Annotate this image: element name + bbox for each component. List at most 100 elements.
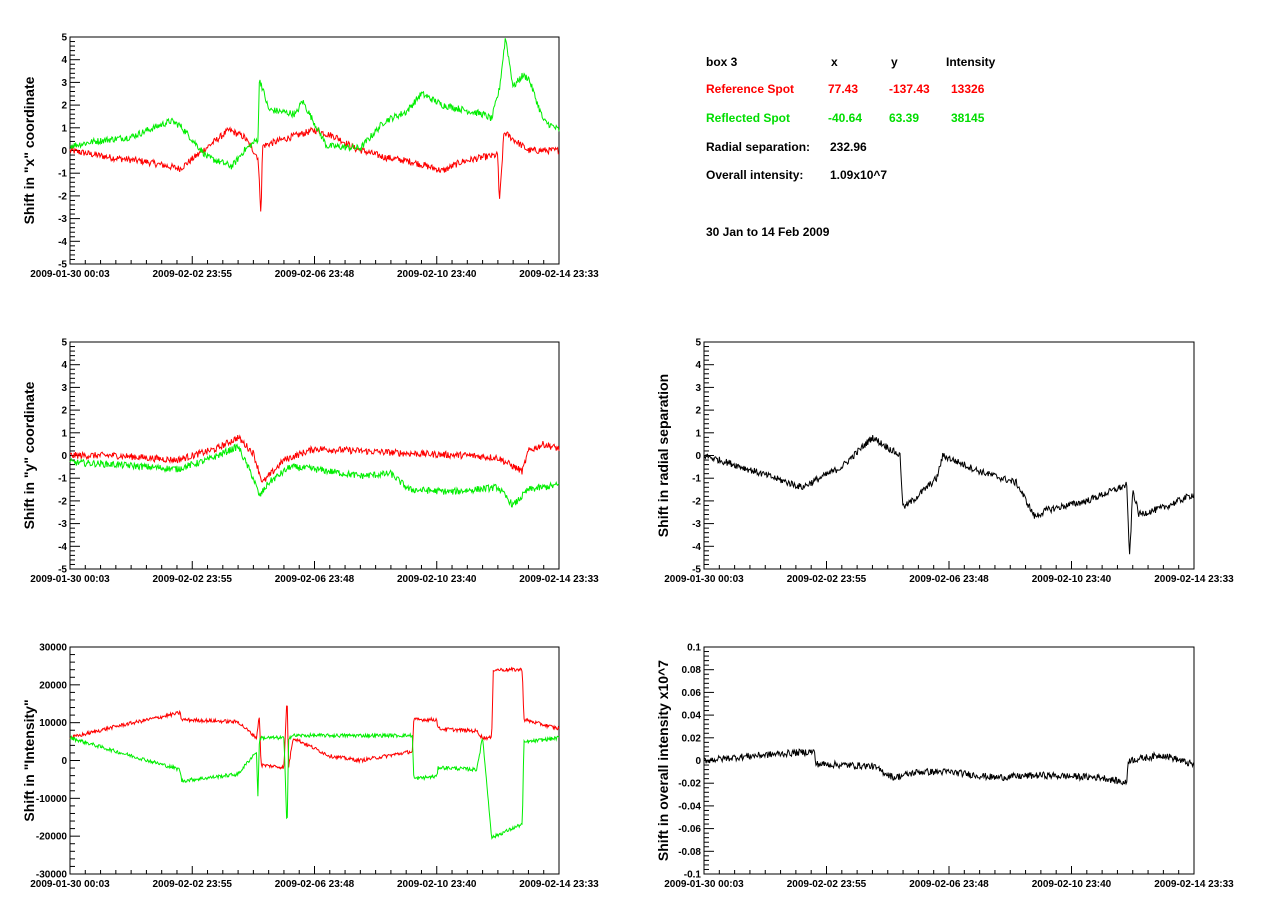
y-axis-label: Shift in "Intensity" [21, 699, 37, 821]
series-line-series-0 [703, 748, 1195, 786]
info-col-x: x [831, 55, 838, 69]
info-col-intensity: Intensity [946, 55, 996, 69]
y-tick-label: 20000 [39, 680, 67, 691]
info-refl-intensity: 38145 [951, 111, 985, 125]
y-tick-label: 0.08 [682, 665, 702, 676]
info-box-label: box 3 [706, 55, 738, 69]
y-tick-label: 0 [61, 756, 67, 767]
series-line-reflected-spot [69, 38, 560, 170]
info-col-y: y [891, 55, 898, 69]
y-tick-label: 0.02 [682, 733, 702, 744]
y-tick-label: -1 [692, 474, 701, 485]
y-tick-label: -1 [58, 169, 67, 180]
y-tick-label: -0.06 [678, 824, 701, 835]
y-tick-label: -0.04 [678, 801, 701, 812]
series-line-reflected-spot [69, 443, 560, 508]
x-tick-label: 2009-02-02 23:55 [152, 574, 232, 585]
y-tick-label: -4 [58, 542, 67, 553]
y-tick-label: -3 [58, 519, 67, 530]
y-tick-label: 4 [61, 55, 67, 66]
x-tick-label: 2009-02-10 23:40 [397, 269, 477, 280]
y-tick-label: -5 [58, 565, 67, 576]
y-tick-label: 2 [695, 406, 701, 417]
info-overall-value: 1.09x10^7 [830, 168, 888, 182]
y-tick-label: 0.1 [687, 643, 701, 654]
info-radial-value: 232.96 [830, 140, 867, 154]
y-tick-label: 0 [695, 451, 701, 462]
info-date-range: 30 Jan to 14 Feb 2009 [706, 225, 830, 239]
plot-frame [69, 341, 560, 570]
info-refl-x: -40.64 [828, 111, 863, 125]
x-tick-label: 2009-02-06 23:48 [275, 574, 355, 585]
series-line-series-0 [703, 435, 1195, 555]
y-tick-label: 5 [61, 33, 67, 44]
y-axis-label: Shift in radial separation [655, 374, 671, 537]
info-radial-label: Radial separation: [706, 140, 811, 154]
panel-intensity-shift: -30000 -20000 -10000 0 10000 20000 30000 2009-0… [21, 643, 599, 891]
info-ref-x: 77.43 [828, 82, 859, 96]
y-tick-label: -5 [58, 260, 67, 271]
x-tick-label: 2009-02-14 23:33 [519, 574, 599, 585]
y-axis-label: Shift in overall intensity x10^7 [655, 660, 671, 861]
series-line-reflected-spot [69, 731, 560, 840]
x-tick-label: 2009-02-10 23:40 [1032, 879, 1112, 890]
y-tick-label: -0.08 [678, 847, 701, 858]
x-tick-label: 2009-02-02 23:55 [787, 574, 867, 585]
plot-frame [69, 36, 560, 265]
y-tick-label: -10000 [36, 794, 68, 805]
x-tick-label: 2009-02-06 23:48 [275, 879, 355, 890]
x-tick-label: 2009-02-02 23:55 [152, 879, 232, 890]
y-tick-label: 3 [61, 383, 67, 394]
y-tick-label: 1 [695, 428, 701, 439]
y-tick-label: -0.02 [678, 779, 701, 790]
y-tick-label: -4 [58, 237, 67, 248]
x-tick-label: 2009-02-10 23:40 [1032, 574, 1112, 585]
y-tick-label: -3 [58, 214, 67, 225]
y-tick-label: -1 [58, 474, 67, 485]
y-tick-label: 1 [61, 123, 67, 134]
info-refl-label: Reflected Spot [706, 111, 791, 125]
info-overall-label: Overall intensity: [706, 168, 804, 182]
y-tick-label: -2 [692, 496, 701, 507]
x-tick-label: 2009-02-14 23:33 [1154, 879, 1234, 890]
panel-overall-intensity: -0.1 -0.08 -0.06 -0.04 -0.02 0 0.02 0.04 0.06 0.0… [655, 643, 1234, 891]
y-tick-label: -2 [58, 191, 67, 202]
panel-radial-separation: -5 -4 -3 -2 -1 0 1 2 3 4 5 2009-01-30 00:03 2009-02-… [655, 338, 1234, 586]
y-tick-label: 10000 [39, 718, 67, 729]
y-tick-label: 4 [61, 360, 67, 371]
x-tick-label: 2009-01-30 00:03 [664, 574, 744, 585]
y-axis-label: Shift in "y" coordinate [21, 381, 37, 529]
x-tick-label: 2009-01-30 00:03 [30, 879, 110, 890]
x-tick-label: 2009-02-06 23:48 [909, 574, 989, 585]
x-tick-label: 2009-02-06 23:48 [909, 879, 989, 890]
x-tick-label: 2009-02-14 23:33 [519, 879, 599, 890]
y-tick-label: 5 [61, 338, 67, 349]
y-tick-label: 0 [61, 451, 67, 462]
y-tick-label: 0 [695, 756, 701, 767]
info-ref-intensity: 13326 [951, 82, 985, 96]
x-tick-label: 2009-02-10 23:40 [397, 574, 477, 585]
x-tick-label: 2009-02-06 23:48 [275, 269, 355, 280]
plot-frame [703, 646, 1195, 875]
y-tick-label: 3 [61, 78, 67, 89]
x-tick-label: 2009-01-30 00:03 [664, 879, 744, 890]
y-tick-label: -2 [58, 496, 67, 507]
x-tick-label: 2009-01-30 00:03 [30, 574, 110, 585]
panel-y-shift: -5 -4 -3 -2 -1 0 1 2 3 4 5 2009-01-30 00:03 2009-02-… [21, 338, 599, 586]
y-tick-label: 2 [61, 101, 67, 112]
y-tick-label: 0.04 [682, 711, 702, 722]
x-tick-label: 2009-01-30 00:03 [30, 269, 110, 280]
y-tick-label: 30000 [39, 643, 67, 654]
y-tick-label: 2 [61, 406, 67, 417]
y-tick-label: -0.1 [684, 870, 702, 881]
y-tick-label: -3 [692, 519, 701, 530]
y-tick-label: 1 [61, 428, 67, 439]
plot-frame [703, 341, 1195, 570]
x-tick-label: 2009-02-02 23:55 [787, 879, 867, 890]
info-ref-y: -137.43 [889, 82, 930, 96]
info-ref-label: Reference Spot [706, 82, 795, 96]
y-tick-label: 4 [695, 360, 701, 371]
series-line-reference-spot [69, 666, 560, 770]
y-axis-label: Shift in "x" coordinate [21, 76, 37, 224]
